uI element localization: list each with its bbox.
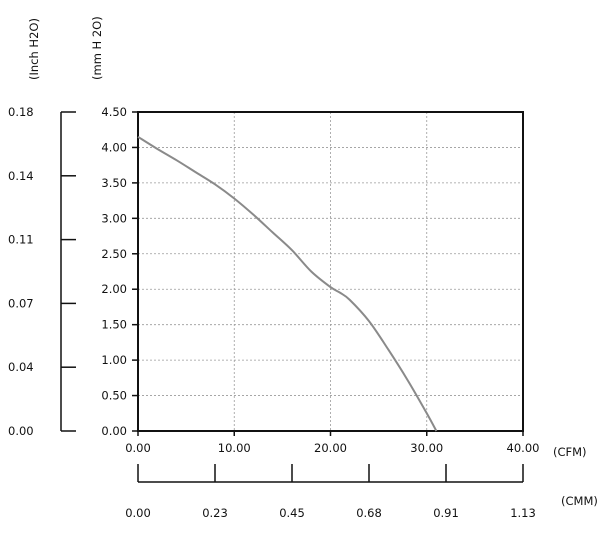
y2-tick-label-0: 0.00 bbox=[8, 424, 34, 438]
y-tick-label-7: 3.50 bbox=[101, 176, 127, 190]
y-tick-label-5: 2.50 bbox=[101, 247, 127, 261]
y-units-label: (mm H 2O) bbox=[90, 16, 104, 80]
y2-tick-label-5: 0.18 bbox=[8, 105, 34, 119]
x2-tick-label-0: 0.00 bbox=[125, 506, 151, 520]
y-tick-label-3: 1.50 bbox=[101, 318, 127, 332]
y-tick-label-2: 1.00 bbox=[101, 353, 127, 367]
x-tick-label-1: 10.00 bbox=[218, 441, 251, 455]
y2-tick-label-4: 0.14 bbox=[8, 169, 34, 183]
y-tick-label-4: 2.00 bbox=[101, 282, 127, 296]
y-tick-label-0: 0.00 bbox=[101, 424, 127, 438]
y-tick-label-8: 4.00 bbox=[101, 140, 127, 154]
y2-tick-label-2: 0.07 bbox=[8, 296, 34, 310]
series-line-0 bbox=[137, 135, 438, 432]
grid-lines bbox=[138, 112, 523, 431]
x2-tick-label-1: 0.23 bbox=[202, 506, 228, 520]
y-axis: 0.00 0.50 1.00 1.50 2.00 2.50 3.00 3.50 4.00 4.50 bbox=[101, 105, 138, 438]
x-tick-label-0: 0.00 bbox=[125, 441, 151, 455]
y-tick-label-9: 4.50 bbox=[101, 105, 127, 119]
x2-axis: 0.00 0.23 0.45 0.68 0.91 1.13 bbox=[125, 464, 536, 520]
x-units-label: (CFM) bbox=[553, 445, 587, 459]
series-layer bbox=[137, 135, 438, 432]
y2-axis: 0.00 0.04 0.07 0.11 0.14 0.18 bbox=[8, 105, 76, 438]
x2-units-label: (CMM) bbox=[561, 494, 598, 508]
y2-tick-label-1: 0.04 bbox=[8, 360, 34, 374]
x-tick-label-3: 30.00 bbox=[410, 441, 443, 455]
x-axis: 0.00 10.00 20.00 30.00 40.00 bbox=[125, 431, 539, 455]
y2-tick-label-3: 0.11 bbox=[8, 233, 34, 247]
x2-tick-label-4: 0.91 bbox=[433, 506, 459, 520]
x-tick-label-4: 40.00 bbox=[507, 441, 540, 455]
y-tick-label-6: 3.00 bbox=[101, 211, 127, 225]
x2-tick-label-2: 0.45 bbox=[279, 506, 305, 520]
plot-border bbox=[137, 111, 524, 432]
plot-frame bbox=[137, 111, 524, 432]
y-tick-label-1: 0.50 bbox=[101, 389, 127, 403]
y2-units-label: (Inch H2O) bbox=[27, 18, 41, 80]
x-tick-label-2: 20.00 bbox=[314, 441, 347, 455]
x2-tick-label-3: 0.68 bbox=[356, 506, 382, 520]
x2-tick-label-5: 1.13 bbox=[510, 506, 536, 520]
